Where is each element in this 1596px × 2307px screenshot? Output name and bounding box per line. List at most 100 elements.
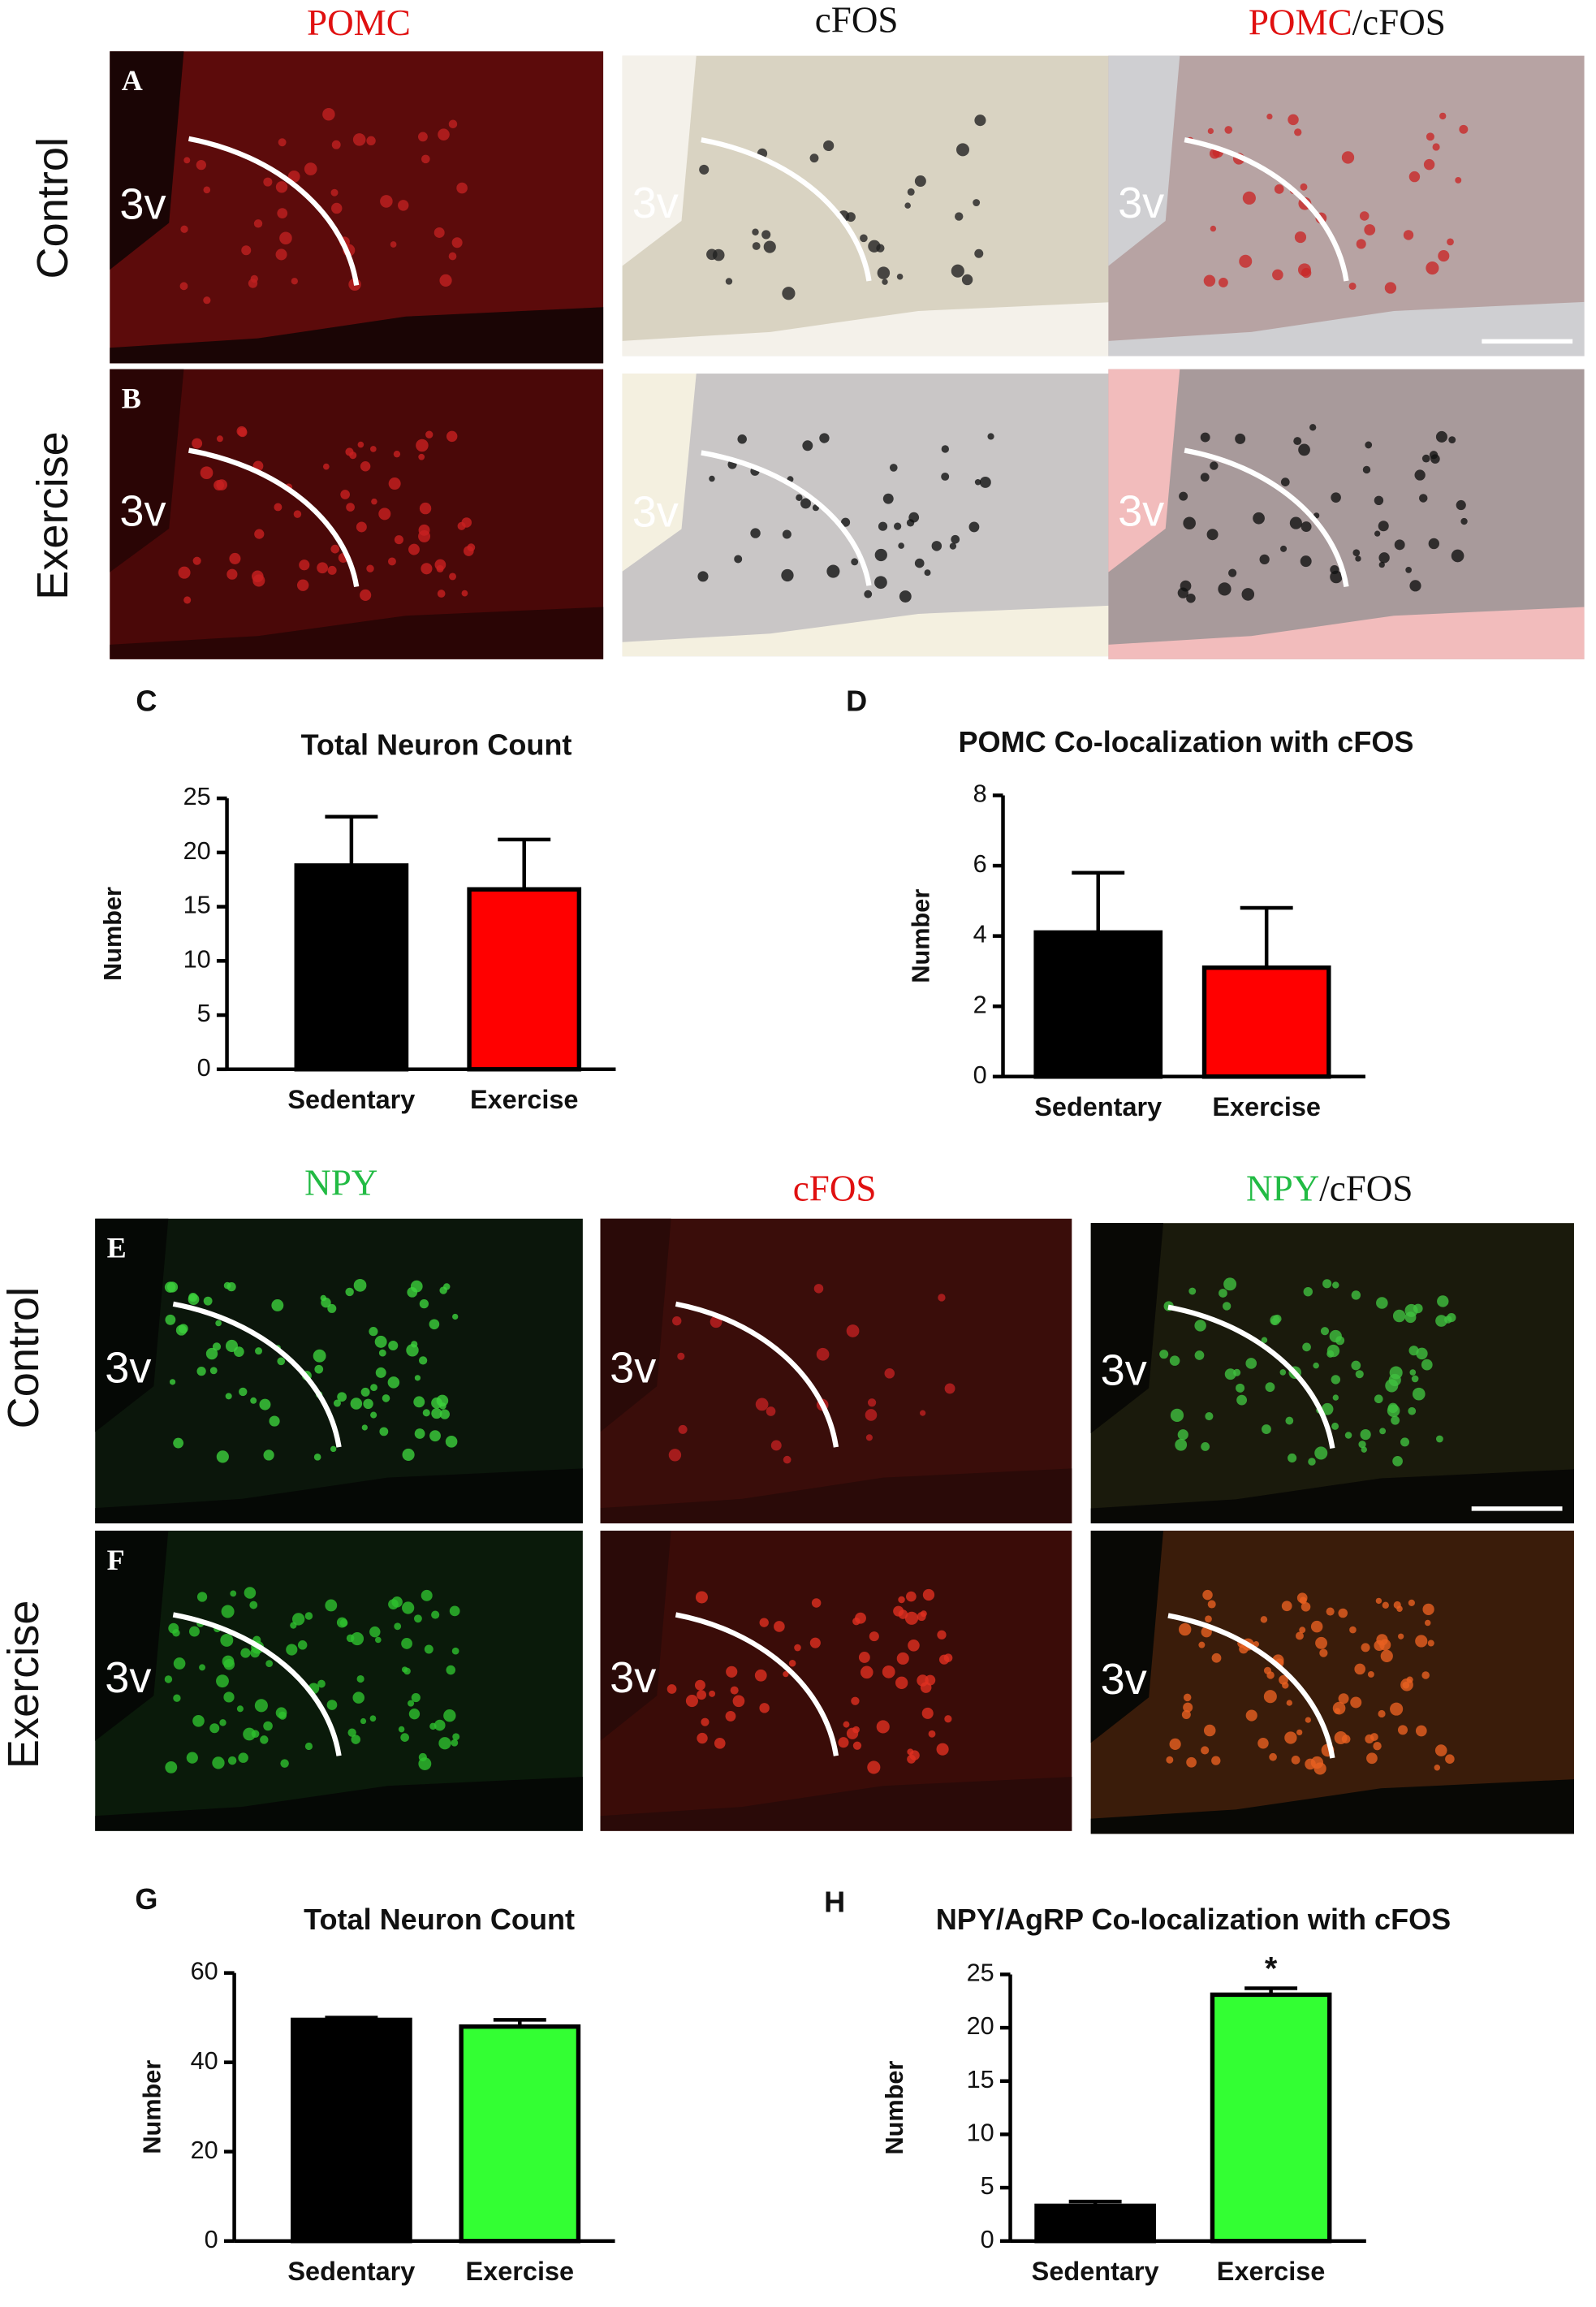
cell bbox=[378, 1349, 386, 1357]
cell bbox=[434, 227, 445, 238]
cell bbox=[263, 1721, 273, 1731]
cell bbox=[229, 552, 241, 564]
cell bbox=[331, 140, 341, 149]
bar bbox=[467, 887, 582, 1072]
cell bbox=[1422, 1603, 1434, 1615]
cell bbox=[709, 475, 715, 482]
cell bbox=[1361, 1446, 1367, 1453]
cell bbox=[254, 529, 265, 539]
y-tick-label: 2 bbox=[973, 991, 987, 1018]
cell bbox=[203, 186, 211, 194]
cell bbox=[418, 529, 431, 542]
cell bbox=[391, 1596, 403, 1608]
cell bbox=[1282, 1682, 1289, 1689]
cell bbox=[366, 136, 376, 145]
cell bbox=[1426, 261, 1439, 275]
cell bbox=[209, 1723, 220, 1734]
cell bbox=[400, 1733, 409, 1742]
y-axis-label: Number bbox=[907, 889, 934, 983]
arc bbox=[1184, 137, 1349, 282]
cell bbox=[1210, 225, 1217, 232]
significance-mark: * bbox=[1265, 1951, 1278, 1986]
cell bbox=[317, 1679, 326, 1688]
ventricle-label: 3v bbox=[119, 486, 166, 535]
cell bbox=[429, 1319, 440, 1330]
cell bbox=[938, 1294, 946, 1302]
y-tick-label: 15 bbox=[967, 2066, 994, 2093]
cell bbox=[240, 1648, 251, 1658]
cell bbox=[353, 1279, 367, 1292]
cell bbox=[183, 157, 191, 164]
ventricle-label: 3v bbox=[632, 487, 679, 536]
cell bbox=[1313, 1362, 1319, 1369]
cell bbox=[1188, 1287, 1197, 1295]
cell bbox=[1331, 492, 1341, 503]
cell bbox=[196, 1592, 208, 1602]
x-tick-label: Sedentary bbox=[287, 2257, 415, 2286]
cell bbox=[1428, 538, 1439, 550]
cell bbox=[326, 1700, 338, 1710]
cell bbox=[451, 1739, 459, 1747]
cell bbox=[1181, 1710, 1191, 1720]
cell bbox=[297, 1640, 308, 1650]
cell bbox=[1403, 230, 1414, 240]
cell bbox=[896, 273, 904, 280]
cell bbox=[215, 1320, 222, 1327]
cell bbox=[366, 564, 374, 572]
cell bbox=[179, 282, 188, 291]
cell bbox=[370, 1384, 377, 1392]
header-part: /cFOS bbox=[1319, 1169, 1413, 1209]
panel-letter: H bbox=[824, 1885, 845, 1918]
cell bbox=[774, 1621, 785, 1632]
cell bbox=[293, 510, 302, 518]
cell bbox=[1169, 1738, 1181, 1750]
cell bbox=[254, 1699, 268, 1713]
cell bbox=[1200, 432, 1210, 443]
cell bbox=[421, 563, 433, 575]
cell bbox=[851, 558, 859, 566]
y-tick-label: 5 bbox=[981, 2172, 994, 2200]
cell bbox=[1402, 1681, 1410, 1689]
cell bbox=[766, 1406, 776, 1416]
column-header: NPY bbox=[304, 1162, 377, 1203]
cell bbox=[1373, 1742, 1382, 1751]
cell bbox=[851, 1696, 860, 1705]
cell bbox=[411, 1341, 418, 1348]
cell bbox=[882, 1665, 895, 1678]
cell bbox=[203, 296, 211, 305]
cell bbox=[446, 430, 458, 443]
cell bbox=[1207, 1600, 1216, 1609]
cell bbox=[858, 1652, 870, 1663]
cell bbox=[408, 543, 420, 555]
cell bbox=[369, 1626, 381, 1638]
cell bbox=[1354, 1663, 1366, 1675]
cell bbox=[685, 1694, 698, 1708]
y-tick-label: 0 bbox=[981, 2226, 994, 2253]
cell bbox=[882, 279, 888, 285]
cell bbox=[351, 1735, 360, 1744]
cell bbox=[1235, 433, 1246, 444]
cell bbox=[223, 1691, 235, 1703]
cell bbox=[750, 528, 761, 538]
cell bbox=[1245, 1709, 1257, 1722]
cell bbox=[979, 476, 991, 488]
tissue-edge bbox=[1090, 1779, 1574, 1834]
y-tick-label: 20 bbox=[967, 2012, 994, 2040]
cell bbox=[1239, 254, 1253, 268]
cell bbox=[339, 1618, 348, 1627]
cell bbox=[1305, 1758, 1316, 1770]
cell bbox=[809, 1637, 821, 1648]
cell bbox=[369, 1327, 378, 1337]
cell bbox=[968, 521, 980, 533]
cell bbox=[699, 164, 710, 175]
bar bbox=[1034, 2203, 1156, 2244]
cell bbox=[1412, 1387, 1426, 1401]
cell bbox=[1400, 1437, 1410, 1447]
cell bbox=[974, 478, 981, 486]
arc bbox=[1167, 1304, 1335, 1449]
cell bbox=[1435, 430, 1447, 443]
cell bbox=[908, 512, 920, 523]
ventricle bbox=[600, 1530, 671, 1741]
cell bbox=[865, 1434, 873, 1441]
cell bbox=[1211, 1756, 1221, 1765]
